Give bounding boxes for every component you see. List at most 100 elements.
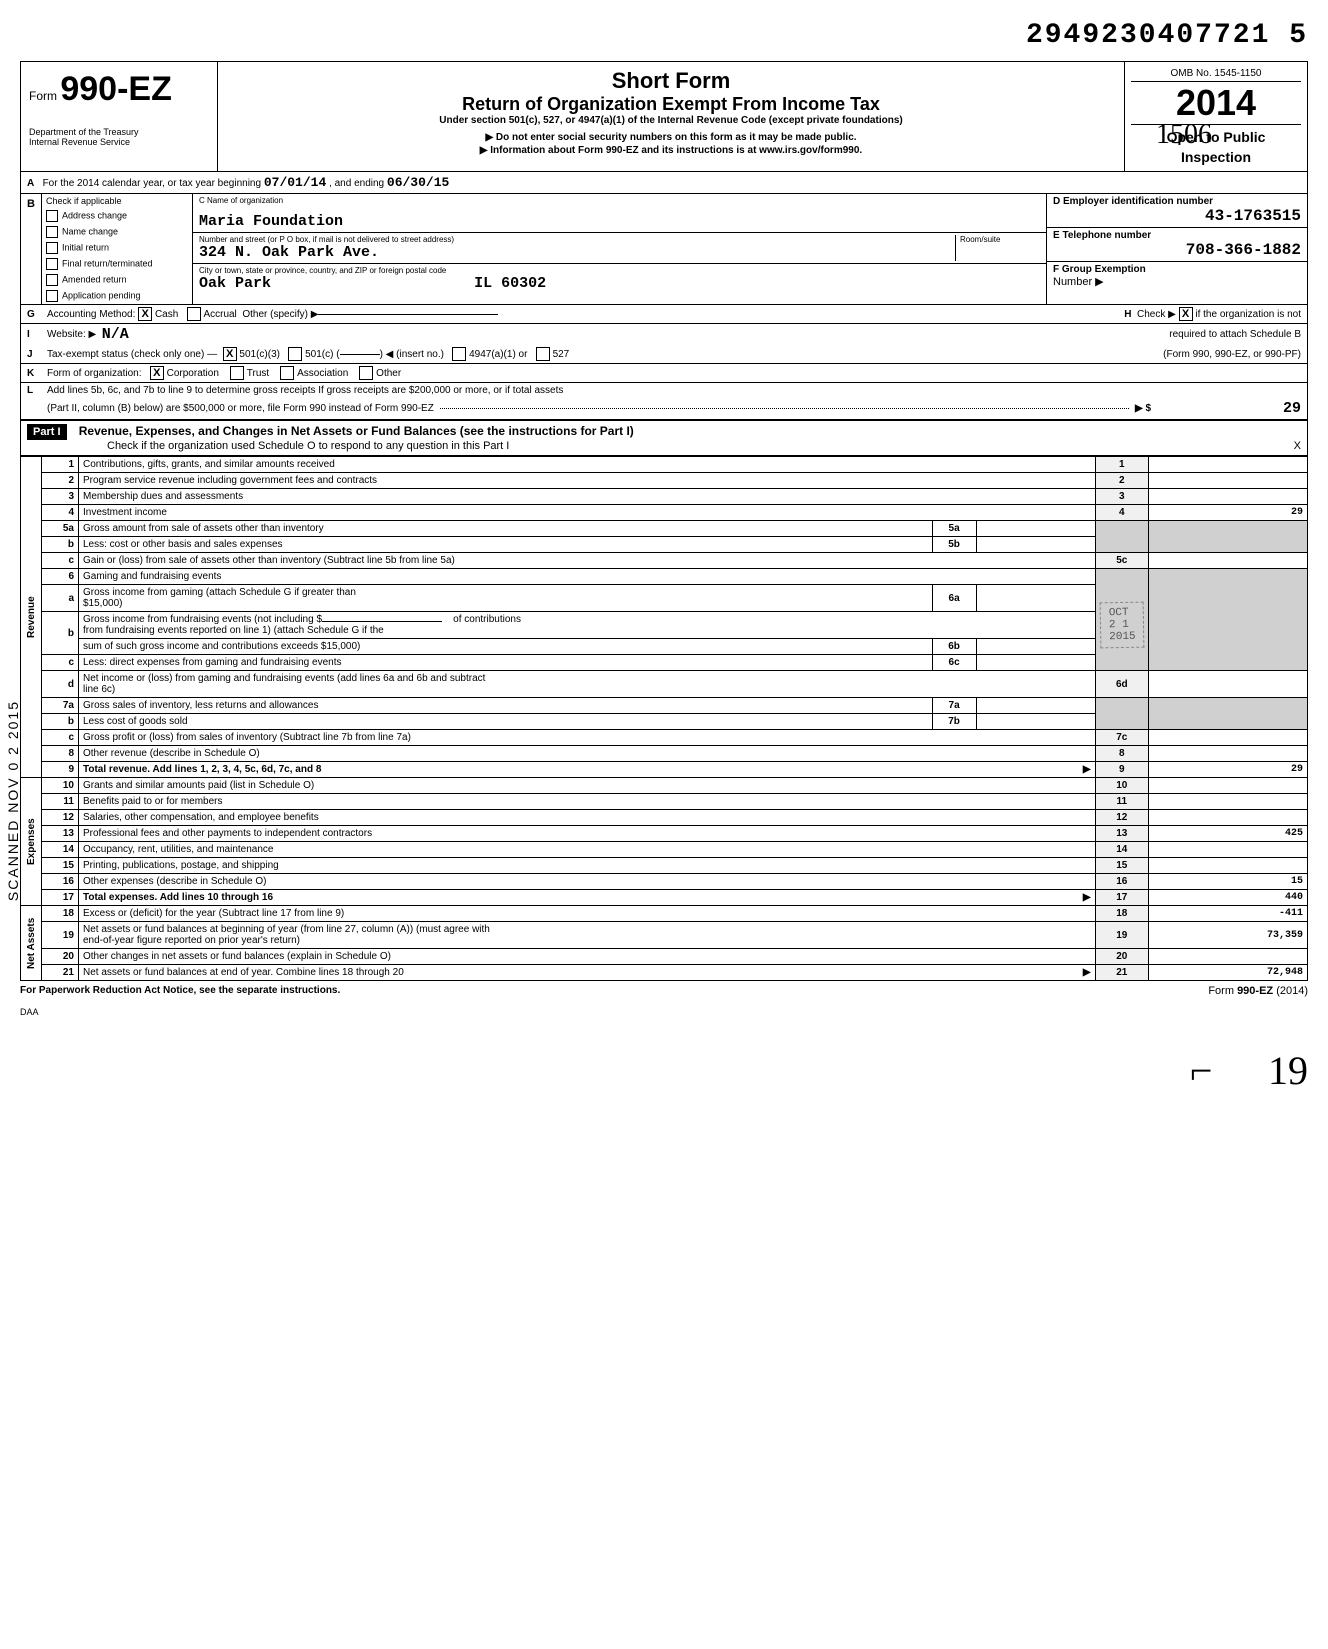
footer-left: For Paperwork Reduction Act Notice, see … (20, 985, 340, 997)
r9-num: 9 (42, 762, 79, 778)
date-stamp: OCT 2 1 2015 (1099, 601, 1144, 648)
corp-checkbox[interactable]: X (150, 366, 164, 380)
inspection: Inspection (1131, 149, 1301, 165)
527-checkbox[interactable] (536, 347, 550, 361)
r5b-iv (976, 537, 1095, 553)
h-text1: Check ▶ (1137, 309, 1176, 320)
r7b-iv (976, 714, 1095, 730)
r14-num: 14 (42, 842, 79, 858)
r19-val: 73,359 (1149, 922, 1308, 949)
r15-desc: Printing, publications, postage, and shi… (79, 858, 1096, 874)
r5b-num: b (42, 537, 79, 553)
assoc-checkbox[interactable] (280, 366, 294, 380)
r3-desc: Membership dues and assessments (79, 489, 1096, 505)
footer-right: Form 990-EZ (2014) (1208, 985, 1308, 997)
chk-name-box[interactable] (46, 226, 58, 238)
check-column: Check if applicable Address change Name … (42, 194, 193, 304)
chk-pending-box[interactable] (46, 290, 58, 302)
part1-checkbox[interactable]: X (1294, 440, 1301, 452)
trust-checkbox[interactable] (230, 366, 244, 380)
chk-initial-box[interactable] (46, 242, 58, 254)
chk-address-box[interactable] (46, 210, 58, 222)
other-org-checkbox[interactable] (359, 366, 373, 380)
dept-irs: Internal Revenue Service (29, 137, 209, 147)
line-l-arrow: ▶ $ (1135, 403, 1151, 414)
r12-tn: 12 (1095, 810, 1148, 826)
r12-num: 12 (42, 810, 79, 826)
other-line (318, 314, 498, 315)
chk-applicable: Check if applicable (46, 196, 122, 206)
label-l: L (27, 385, 47, 396)
tax-exempt-text: Tax-exempt status (check only one) — (47, 349, 217, 360)
501c-label: 501(c) ( (305, 349, 339, 360)
r6d-tn: 6d (1095, 671, 1148, 698)
tax-year-end: 06/30/15 (387, 175, 449, 190)
r5b-in: 5b (932, 537, 976, 553)
r6-desc: Gaming and fundraising events (79, 569, 1096, 585)
h-checkbox[interactable]: X (1179, 307, 1193, 321)
line-k: K Form of organization: X Corporation Tr… (20, 364, 1308, 383)
r8-num: 8 (42, 746, 79, 762)
r9-val: 29 (1149, 762, 1308, 778)
title-main: Short Form (224, 68, 1118, 94)
r19-desc: Net assets or fund balances at beginning… (79, 922, 1096, 949)
r20-desc: Other changes in net assets or fund bala… (79, 949, 1096, 965)
501c3-checkbox[interactable]: X (223, 347, 237, 361)
r6b-iv (976, 639, 1095, 655)
line-a-text1: For the 2014 calendar year, or tax year … (43, 178, 261, 189)
r3-num: 3 (42, 489, 79, 505)
r13-val: 425 (1149, 826, 1308, 842)
title-cell: Short Form Return of Organization Exempt… (218, 62, 1125, 171)
chk-final-box[interactable] (46, 258, 58, 270)
acct-method: Accounting Method: (47, 309, 135, 320)
r16-val: 15 (1149, 874, 1308, 890)
chk-amended-box[interactable] (46, 274, 58, 286)
assoc-label: Association (297, 368, 348, 379)
501c3-label: 501(c)(3) (239, 349, 280, 360)
r18-tn: 18 (1095, 906, 1148, 922)
trust-label: Trust (247, 368, 269, 379)
r1-num: 1 (42, 457, 79, 473)
r6c-num: c (42, 655, 79, 671)
corp-label: Corporation (167, 368, 219, 379)
r3-tn: 3 (1095, 489, 1148, 505)
r1-desc: Contributions, gifts, grants, and simila… (79, 457, 1096, 473)
r5a-num: 5a (42, 521, 79, 537)
r11-val (1149, 794, 1308, 810)
r7a-num: 7a (42, 698, 79, 714)
r5b-desc: Less: cost or other basis and sales expe… (79, 537, 933, 553)
city-label: City or town, state or province, country… (199, 266, 1040, 275)
r15-num: 15 (42, 858, 79, 874)
r5a-iv (976, 521, 1095, 537)
chk-initial: Initial return (62, 242, 109, 252)
501c-checkbox[interactable] (288, 347, 302, 361)
r17-val: 440 (1149, 890, 1308, 906)
accrual-checkbox[interactable] (187, 307, 201, 321)
part1-header: Part I Revenue, Expenses, and Changes in… (20, 420, 1308, 456)
label-h: H (1124, 309, 1131, 320)
r19-num: 19 (42, 922, 79, 949)
c-label: C Name of organization (199, 196, 1040, 205)
r14-desc: Occupancy, rent, utilities, and maintena… (79, 842, 1096, 858)
title-arrow1: ▶ Do not enter social security numbers o… (224, 132, 1118, 143)
r3-val (1149, 489, 1308, 505)
r7c-val (1149, 730, 1308, 746)
r12-desc: Salaries, other compensation, and employ… (79, 810, 1096, 826)
form-org-text: Form of organization: (47, 368, 142, 379)
r6-num: 6 (42, 569, 79, 585)
dept-treasury: Department of the Treasury (29, 127, 209, 137)
r2-val (1149, 473, 1308, 489)
netassets-label: Net Assets (21, 906, 42, 981)
r2-desc: Program service revenue including govern… (79, 473, 1096, 489)
4947-checkbox[interactable] (452, 347, 466, 361)
r7c-desc: Gross profit or (loss) from sales of inv… (79, 730, 1096, 746)
r5c-desc: Gain or (loss) from sale of assets other… (79, 553, 1096, 569)
document-id: 2949230407721 5 (20, 20, 1308, 51)
r6-shade2 (1149, 569, 1308, 671)
r5c-tn: 5c (1095, 553, 1148, 569)
r5c-num: c (42, 553, 79, 569)
r7-shade (1095, 698, 1148, 730)
cash-checkbox[interactable]: X (138, 307, 152, 321)
r2-tn: 2 (1095, 473, 1148, 489)
chk-final: Final return/terminated (62, 258, 153, 268)
